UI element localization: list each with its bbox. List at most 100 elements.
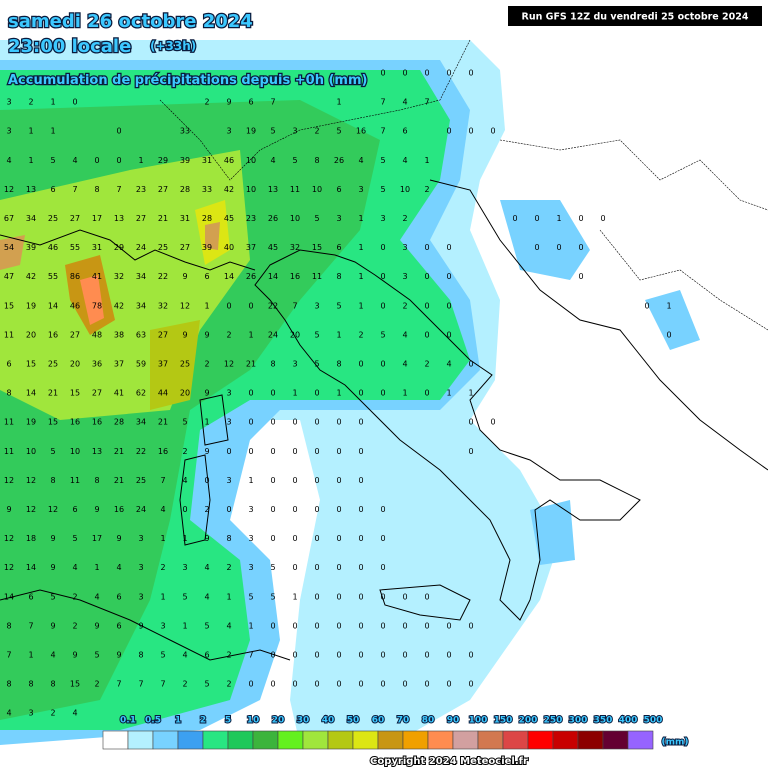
grid-value: 11: [4, 330, 14, 339]
grid-value: 0: [94, 156, 99, 165]
grid-value: 4: [402, 330, 407, 339]
grid-value: 28: [202, 214, 212, 223]
grid-value: 27: [70, 330, 80, 339]
grid-value: 25: [48, 360, 58, 369]
grid-value: 0: [600, 214, 605, 223]
legend-label: 350: [594, 716, 613, 726]
grid-value: 21: [48, 389, 58, 398]
grid-value: 1: [424, 156, 429, 165]
grid-value: 12: [224, 360, 234, 369]
grid-value: 34: [26, 214, 36, 223]
grid-value: 5: [314, 330, 319, 339]
grid-value: 0: [292, 505, 297, 514]
grid-value: 0: [182, 505, 187, 514]
grid-value: 7: [424, 98, 429, 107]
precip-peak: [205, 222, 220, 250]
grid-value: 39: [180, 156, 190, 165]
grid-value: 40: [224, 243, 234, 252]
grid-value: 0: [468, 621, 473, 630]
legend-label: 300: [569, 716, 588, 726]
grid-value: 5: [50, 447, 55, 456]
grid-value: 37: [158, 360, 168, 369]
grid-value: 1: [358, 214, 363, 223]
grid-value: 1: [50, 127, 55, 136]
grid-value: 21: [114, 447, 124, 456]
grid-value: 0: [380, 621, 385, 630]
grid-value: 0: [270, 505, 275, 514]
legend-swatch: [602, 730, 629, 750]
grid-value: 6: [402, 127, 407, 136]
grid-value: 16: [290, 272, 300, 281]
grid-value: 0: [314, 476, 319, 485]
grid-value: 0: [402, 621, 407, 630]
legend-label: 250: [544, 716, 563, 726]
grid-value: 0: [446, 651, 451, 660]
grid-value: 0: [314, 389, 319, 398]
legend-swatch: [477, 730, 504, 750]
grid-value: 20: [70, 360, 80, 369]
grid-value: 0: [446, 301, 451, 310]
grid-value: 7: [116, 680, 121, 689]
forecast-offset: (+33h): [150, 39, 196, 53]
grid-value: 8: [94, 476, 99, 485]
grid-value: 0: [72, 98, 77, 107]
grid-value: 6: [336, 243, 341, 252]
grid-value: 0: [424, 680, 429, 689]
grid-value: 5: [50, 156, 55, 165]
grid-value: 0: [358, 418, 363, 427]
grid-value: 3: [28, 709, 33, 718]
grid-value: 0: [358, 534, 363, 543]
grid-value: 3: [226, 127, 231, 136]
grid-value: 5: [160, 651, 165, 660]
grid-value: 5: [380, 185, 385, 194]
grid-value: 37: [114, 360, 124, 369]
grid-value: 15: [70, 680, 80, 689]
grid-value: 7: [72, 185, 77, 194]
legend-label: 2: [200, 716, 206, 726]
grid-value: 12: [48, 505, 58, 514]
grid-value: 0: [446, 127, 451, 136]
grid-value: 1: [226, 592, 231, 601]
grid-value: 0: [336, 651, 341, 660]
grid-value: 1: [336, 98, 341, 107]
grid-value: 0: [402, 680, 407, 689]
grid-value: 45: [268, 243, 278, 252]
grid-value: 0: [446, 330, 451, 339]
grid-value: 10: [290, 214, 300, 223]
grid-value: 9: [50, 534, 55, 543]
grid-value: 27: [158, 185, 168, 194]
legend-swatch: [352, 730, 379, 750]
grid-value: 1: [204, 418, 209, 427]
legend-label: 30: [297, 716, 310, 726]
grid-value: 0: [468, 447, 473, 456]
grid-value: 2: [204, 360, 209, 369]
grid-value: 0: [446, 680, 451, 689]
grid-value: 0: [358, 592, 363, 601]
grid-value: 12: [180, 301, 190, 310]
grid-value: 0: [270, 651, 275, 660]
grid-value: 8: [6, 621, 11, 630]
grid-value: 1: [402, 389, 407, 398]
grid-value: 19: [246, 127, 256, 136]
grid-value: 46: [48, 243, 58, 252]
grid-value: 6: [28, 592, 33, 601]
grid-value: 5: [94, 651, 99, 660]
grid-value: 6: [72, 505, 77, 514]
grid-value: 9: [204, 330, 209, 339]
grid-value: 39: [26, 243, 36, 252]
grid-value: 0: [446, 69, 451, 78]
grid-value: 13: [114, 214, 124, 223]
legend-label: 90: [447, 716, 460, 726]
grid-value: 0: [292, 680, 297, 689]
grid-value: 9: [6, 505, 11, 514]
forecast-date: samedi 26 octobre 2024: [8, 11, 253, 32]
grid-value: 4: [204, 592, 209, 601]
grid-value: 8: [28, 680, 33, 689]
grid-value: 0: [380, 505, 385, 514]
grid-value: 62: [136, 389, 146, 398]
grid-value: 3: [248, 505, 253, 514]
grid-value: 3: [6, 98, 11, 107]
grid-value: 27: [158, 330, 168, 339]
grid-value: 11: [4, 418, 14, 427]
grid-value: 0: [556, 243, 561, 252]
